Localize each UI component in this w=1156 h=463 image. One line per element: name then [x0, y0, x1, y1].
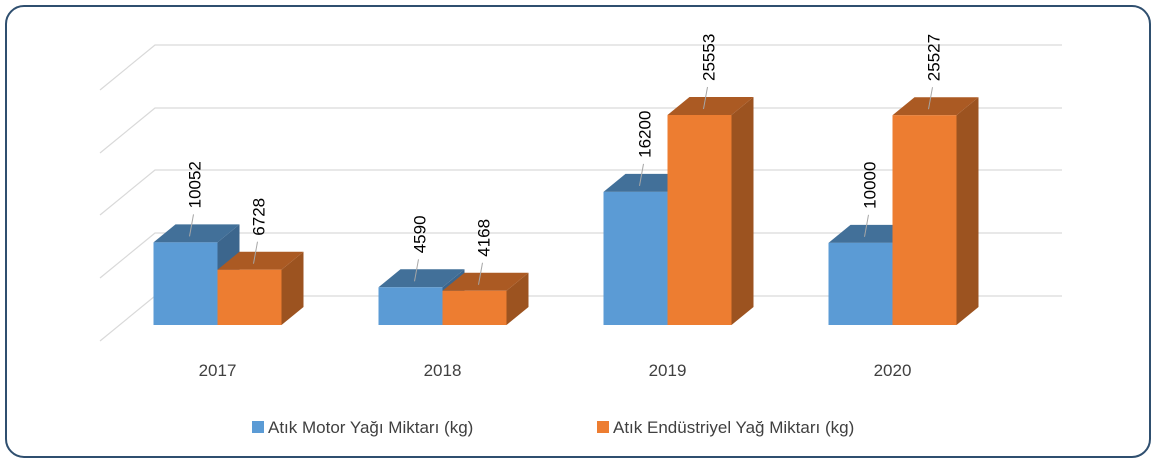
x-tick-label: 2019: [649, 361, 687, 380]
bar-top: [217, 251, 304, 270]
bar-front: [442, 290, 507, 325]
bar-top: [892, 97, 979, 116]
data-label: 4590: [411, 215, 430, 253]
legend-swatch: [597, 421, 609, 433]
bar-front: [603, 191, 668, 325]
leader-line: [639, 163, 644, 186]
bar-side: [506, 272, 529, 325]
data-label: 25553: [700, 34, 719, 81]
bar-front: [378, 287, 443, 325]
back-grid: [99, 44, 1062, 342]
bar: [442, 272, 529, 325]
bar-front: [217, 269, 282, 325]
bar-top: [153, 224, 240, 243]
data-label: 25527: [925, 34, 944, 81]
data-label: 6728: [250, 198, 269, 236]
data-label: 10000: [861, 162, 880, 209]
bar: [892, 97, 979, 325]
legend-label: Atık Endüstriyel Yağ Miktarı (kg): [613, 418, 854, 437]
leader-line: [189, 214, 194, 237]
bar-side: [956, 97, 979, 325]
bar: [667, 97, 754, 325]
leader-line: [414, 259, 419, 282]
bar-side: [281, 251, 304, 325]
leader-line: [928, 87, 933, 110]
bar: [217, 251, 304, 325]
x-tick-label: 2020: [874, 361, 912, 380]
data-label: 10052: [186, 161, 205, 208]
legend-label: Atık Motor Yağı Miktarı (kg): [268, 418, 473, 437]
leader-line: [253, 241, 258, 264]
leader-line: [864, 214, 869, 237]
data-label: 4168: [475, 219, 494, 257]
bar: [153, 224, 240, 325]
bar-front: [153, 242, 218, 325]
bar-side: [731, 97, 754, 325]
bar-top: [667, 97, 754, 115]
legend-swatch: [252, 421, 264, 433]
leader-line: [478, 262, 483, 285]
bar-front: [828, 242, 893, 325]
leader-line: [703, 86, 708, 110]
x-tick-label: 2018: [424, 361, 462, 380]
data-label: 16200: [636, 111, 655, 158]
bar-top: [378, 269, 465, 288]
x-tick-label: 2017: [199, 361, 237, 380]
chart-border: [5, 5, 1151, 458]
bar-top: [442, 272, 529, 291]
bar-front: [667, 115, 732, 325]
bar-front: [892, 115, 957, 325]
